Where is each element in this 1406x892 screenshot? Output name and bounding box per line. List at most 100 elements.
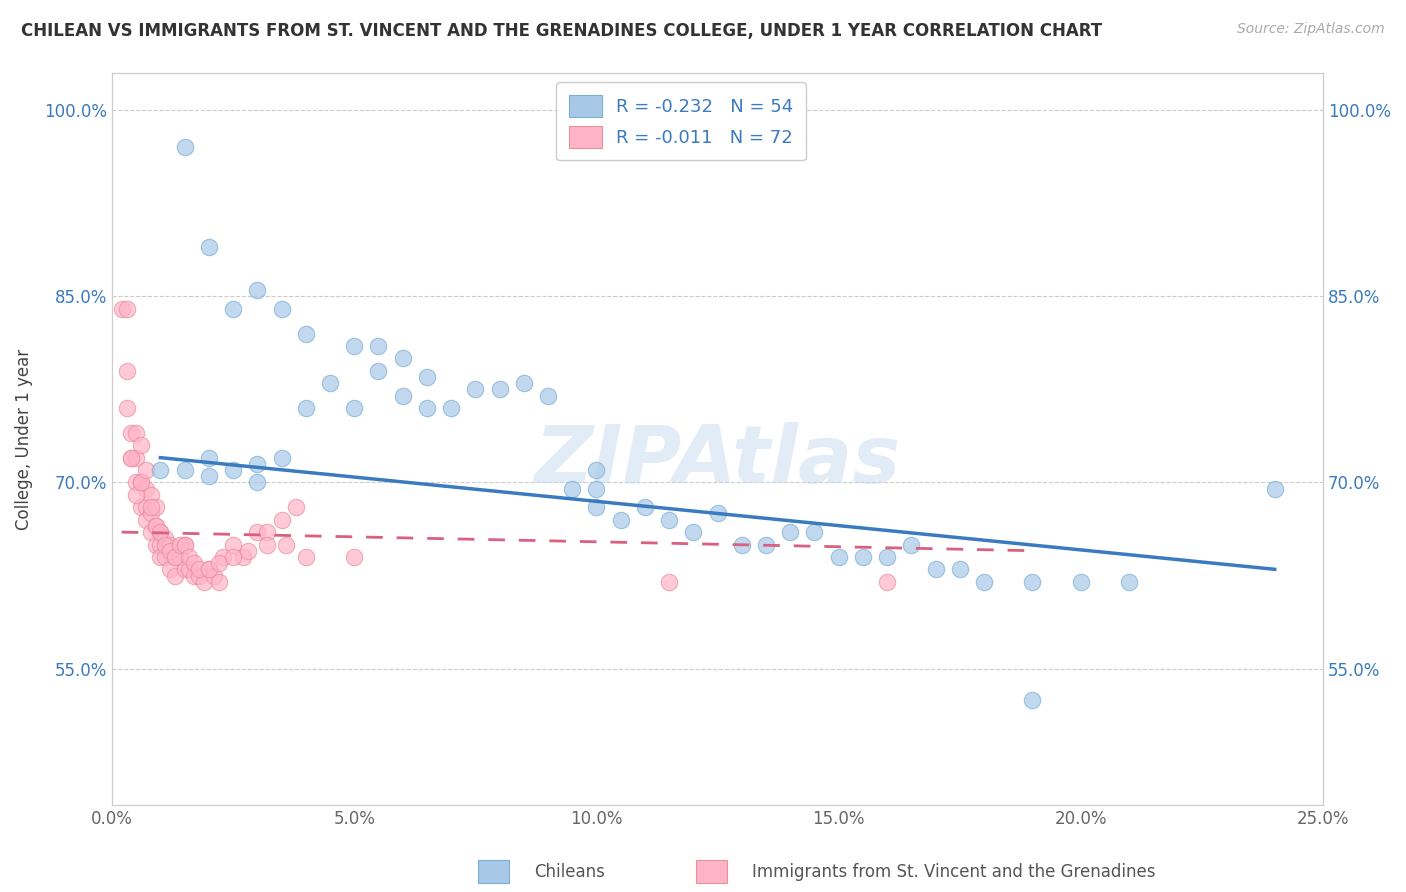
- Point: [149, 525, 172, 540]
- Point: [319, 376, 342, 391]
- Point: [706, 507, 728, 521]
- Point: [193, 574, 215, 589]
- Point: [115, 301, 138, 316]
- Y-axis label: College, Under 1 year: College, Under 1 year: [15, 349, 32, 530]
- Point: [173, 562, 195, 576]
- Point: [294, 326, 316, 341]
- Point: [125, 450, 148, 465]
- Point: [513, 376, 536, 391]
- Text: ZIPAtlas: ZIPAtlas: [534, 422, 901, 500]
- Point: [285, 500, 308, 515]
- Point: [198, 450, 221, 465]
- Point: [900, 537, 922, 551]
- Point: [173, 140, 195, 154]
- Point: [222, 463, 245, 477]
- Point: [129, 475, 152, 490]
- Text: CHILEAN VS IMMIGRANTS FROM ST. VINCENT AND THE GRENADINES COLLEGE, UNDER 1 YEAR : CHILEAN VS IMMIGRANTS FROM ST. VINCENT A…: [21, 22, 1102, 40]
- Point: [198, 240, 221, 254]
- Point: [173, 537, 195, 551]
- Point: [145, 537, 167, 551]
- Point: [440, 401, 463, 415]
- Point: [876, 574, 898, 589]
- Point: [949, 562, 972, 576]
- Point: [125, 488, 148, 502]
- Point: [139, 507, 162, 521]
- Point: [222, 537, 245, 551]
- Point: [135, 463, 157, 477]
- Point: [755, 537, 778, 551]
- Point: [179, 549, 201, 564]
- Point: [120, 425, 142, 440]
- Point: [367, 339, 389, 353]
- Text: Chileans: Chileans: [534, 863, 605, 881]
- Point: [145, 519, 167, 533]
- Point: [537, 388, 560, 402]
- Point: [391, 351, 413, 366]
- Point: [256, 537, 278, 551]
- Point: [270, 301, 292, 316]
- Point: [139, 525, 162, 540]
- Point: [246, 283, 269, 297]
- Point: [198, 469, 221, 483]
- Point: [585, 500, 607, 515]
- Point: [149, 525, 172, 540]
- Point: [149, 463, 172, 477]
- Point: [139, 488, 162, 502]
- Point: [188, 568, 211, 582]
- Point: [159, 537, 181, 551]
- Point: [198, 562, 221, 576]
- Point: [145, 519, 167, 533]
- Point: [416, 401, 439, 415]
- Point: [270, 450, 292, 465]
- Point: [391, 388, 413, 402]
- Point: [115, 364, 138, 378]
- Point: [852, 549, 875, 564]
- Point: [464, 383, 486, 397]
- Point: [488, 383, 510, 397]
- Point: [343, 549, 366, 564]
- Point: [207, 556, 229, 570]
- Point: [973, 574, 995, 589]
- Point: [561, 482, 583, 496]
- Point: [276, 537, 298, 551]
- Point: [1070, 574, 1092, 589]
- Point: [115, 401, 138, 415]
- Point: [155, 537, 177, 551]
- Point: [658, 574, 681, 589]
- Point: [609, 513, 631, 527]
- Point: [682, 525, 704, 540]
- Point: [163, 568, 186, 582]
- Point: [183, 568, 205, 582]
- Point: [779, 525, 801, 540]
- Point: [149, 549, 172, 564]
- Point: [111, 301, 134, 316]
- Point: [585, 482, 607, 496]
- Point: [145, 500, 167, 515]
- Point: [183, 556, 205, 570]
- Point: [256, 525, 278, 540]
- Text: Source: ZipAtlas.com: Source: ZipAtlas.com: [1237, 22, 1385, 37]
- Point: [120, 450, 142, 465]
- Point: [212, 549, 235, 564]
- Point: [222, 549, 245, 564]
- Point: [163, 549, 186, 564]
- Point: [1264, 482, 1286, 496]
- Point: [246, 457, 269, 471]
- Point: [222, 301, 245, 316]
- Point: [129, 475, 152, 490]
- Point: [367, 364, 389, 378]
- Point: [294, 549, 316, 564]
- Point: [135, 513, 157, 527]
- Point: [658, 513, 681, 527]
- Point: [731, 537, 754, 551]
- Point: [924, 562, 946, 576]
- Point: [416, 370, 439, 384]
- Point: [129, 438, 152, 452]
- Point: [163, 549, 186, 564]
- Point: [155, 531, 177, 545]
- Point: [343, 401, 366, 415]
- Point: [155, 549, 177, 564]
- Point: [149, 537, 172, 551]
- Point: [169, 549, 191, 564]
- Point: [270, 513, 292, 527]
